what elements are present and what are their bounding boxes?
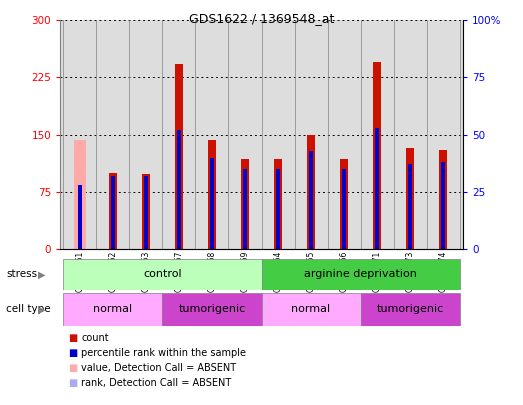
Bar [63,293,163,326]
Bar [276,169,280,249]
Bar [144,176,148,249]
Text: percentile rank within the sample: percentile rank within the sample [81,348,246,358]
Text: GDS1622 / 1369548_at: GDS1622 / 1369548_at [189,12,334,25]
Bar [373,62,381,249]
Text: value, Detection Call = ABSENT: value, Detection Call = ABSENT [81,363,236,373]
Bar [243,169,247,249]
Text: ▶: ▶ [38,305,45,314]
Text: ■: ■ [68,348,77,358]
Text: arginine deprivation: arginine deprivation [304,269,417,279]
Text: ■: ■ [68,363,77,373]
Bar [406,148,414,249]
Bar [342,169,346,249]
Text: normal: normal [94,305,132,314]
Bar [208,140,216,249]
Text: normal: normal [291,305,331,314]
Bar [441,162,445,249]
Text: ▶: ▶ [38,269,45,279]
Bar [262,293,360,326]
Bar [175,64,183,249]
Text: ■: ■ [68,333,77,343]
Bar [241,159,249,249]
Text: stress: stress [6,269,38,279]
Bar [309,151,313,249]
Bar [408,164,412,249]
Bar [210,158,214,249]
Bar [109,173,117,249]
Text: tumorigenic: tumorigenic [377,305,444,314]
Bar [74,140,86,249]
Bar [340,159,348,249]
Bar [177,130,181,249]
Bar [111,176,115,249]
Text: ■: ■ [68,378,77,388]
Bar [78,185,82,249]
Text: rank, Detection Call = ABSENT: rank, Detection Call = ABSENT [81,378,231,388]
Bar [78,185,82,249]
Bar [163,293,262,326]
Text: control: control [143,269,182,279]
Bar [142,174,150,249]
Bar [360,293,460,326]
Bar [439,150,447,249]
Bar [375,128,379,249]
Bar [63,259,262,290]
Bar [262,259,460,290]
Bar [274,159,282,249]
Text: cell type: cell type [6,305,51,314]
Text: count: count [81,333,109,343]
Bar [307,134,315,249]
Text: tumorigenic: tumorigenic [178,305,246,314]
